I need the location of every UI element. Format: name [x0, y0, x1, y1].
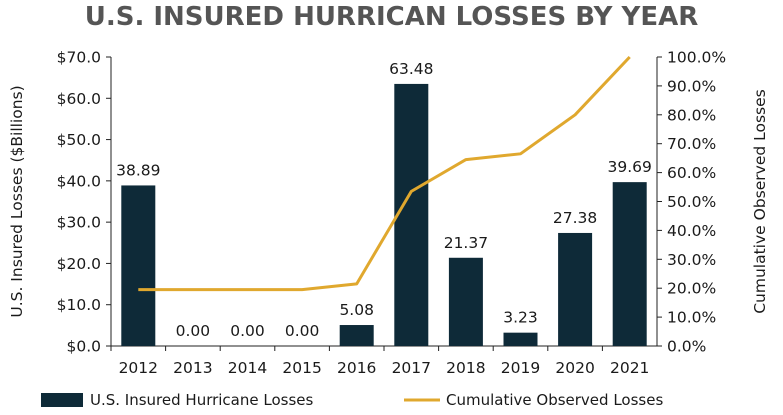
- legend-bar-swatch: [41, 393, 83, 407]
- right-tick-label: 40.0%: [667, 222, 716, 240]
- bar: [121, 185, 156, 346]
- left-tick-label: $40.0: [57, 172, 101, 190]
- bar-data-label: 27.38: [553, 209, 597, 227]
- left-tick-label: $20.0: [57, 255, 101, 273]
- bar-data-label: 5.08: [339, 301, 374, 319]
- x-tick-label: 2018: [446, 359, 485, 377]
- cumulative-line: [138, 55, 631, 292]
- bar-data-label: 38.89: [116, 161, 160, 179]
- left-tick-label: $30.0: [57, 214, 101, 232]
- left-tick-label: $10.0: [57, 296, 101, 314]
- left-tick-label: $70.0: [57, 49, 101, 67]
- y-axis-title: U.S. Insured Losses ($Billions): [8, 85, 26, 317]
- bar-series: [121, 83, 647, 347]
- legend: U.S. Insured Hurricane Losses Cumulative …: [41, 391, 663, 409]
- left-axis: $0.0 $10.0 $20.0 $30.0 $40.0 $50.0 $60.0 $70.0 U…: [8, 49, 112, 356]
- right-tick-label: 10.0%: [667, 309, 716, 327]
- x-tick-label: 2021: [610, 359, 649, 377]
- bar: [612, 182, 647, 346]
- line-series: [138, 55, 631, 292]
- right-tick-label: 30.0%: [667, 251, 716, 269]
- bar-data-label: 3.23: [503, 309, 538, 327]
- right-tick-label: 90.0%: [667, 77, 716, 95]
- bar: [558, 232, 593, 346]
- bar: [394, 83, 429, 347]
- right-tick-label: 0.0%: [667, 338, 706, 356]
- bar-data-label: 0.00: [176, 322, 211, 340]
- x-tick-label: 2020: [555, 359, 594, 377]
- left-tick-label: $60.0: [57, 90, 101, 108]
- x-tick-label: 2016: [337, 359, 376, 377]
- y-axis-right-title: Cumulative Observed Losses: [751, 89, 769, 314]
- right-tick-label: 80.0%: [667, 106, 716, 124]
- bar: [339, 325, 374, 346]
- bar-data-label: 63.48: [389, 60, 433, 78]
- bar: [503, 332, 538, 346]
- right-tick-label: 20.0%: [667, 280, 716, 298]
- right-tick-label: 50.0%: [667, 193, 716, 211]
- x-tick-label: 2012: [119, 359, 158, 377]
- x-tick-label: 2014: [228, 359, 267, 377]
- right-tick-label: 100.0%: [667, 49, 726, 67]
- left-tick-label: $50.0: [57, 131, 101, 149]
- data-labels: 38.89 0.00 0.00 0.00 5.08 63.48 21.37 3.23 27.38…: [116, 60, 652, 340]
- right-tick-label: 60.0%: [667, 164, 716, 182]
- legend-line-label: Cumulative Observed Losses: [446, 391, 663, 409]
- legend-bar-label: U.S. Insured Hurricane Losses: [90, 391, 314, 409]
- x-tick-label: 2015: [282, 359, 321, 377]
- x-axis: 2012 2013 2014 2015 2016 2017 2018 2019 2020 2021: [110, 345, 657, 377]
- x-tick-label: 2019: [501, 359, 540, 377]
- chart-title: U.S. INSURED HURRICAN LOSSES BY YEAR: [84, 2, 699, 32]
- right-axis: 0.0% 10.0% 20.0% 30.0% 40.0% 50.0% 60.0% 70.0% 8…: [656, 49, 769, 356]
- x-tick-label: 2017: [392, 359, 431, 377]
- bar-data-label: 21.37: [444, 234, 488, 252]
- bar-data-label: 0.00: [230, 322, 265, 340]
- bar-data-label: 39.69: [608, 158, 652, 176]
- bar-data-label: 0.00: [285, 322, 320, 340]
- bar: [448, 257, 483, 346]
- x-tick-label: 2013: [173, 359, 212, 377]
- right-tick-label: 70.0%: [667, 135, 716, 153]
- left-tick-label: $0.0: [66, 338, 101, 356]
